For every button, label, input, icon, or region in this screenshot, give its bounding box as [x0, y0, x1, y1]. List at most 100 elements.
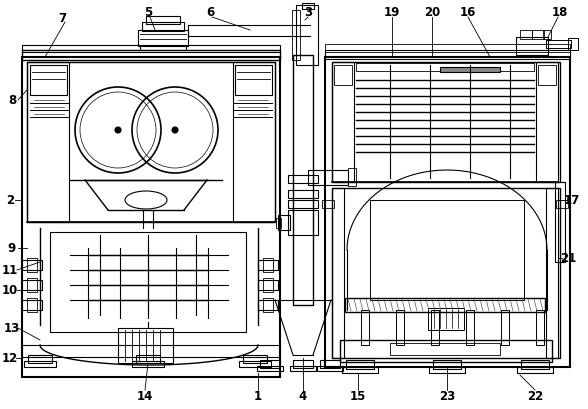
Text: 18: 18: [552, 5, 568, 18]
Bar: [340, 340, 552, 362]
Text: 10: 10: [2, 283, 18, 297]
Text: 20: 20: [424, 5, 440, 18]
Bar: [296, 5, 318, 65]
Bar: [538, 65, 556, 85]
Bar: [466, 310, 474, 345]
Bar: [293, 360, 313, 368]
Text: 14: 14: [137, 391, 153, 404]
Bar: [396, 310, 404, 345]
Bar: [288, 175, 318, 183]
Bar: [276, 218, 281, 228]
Bar: [146, 16, 180, 24]
Bar: [50, 232, 246, 332]
Text: 16: 16: [460, 5, 476, 18]
Bar: [263, 278, 273, 292]
Text: 8: 8: [8, 94, 16, 106]
Bar: [235, 65, 272, 95]
Bar: [556, 200, 568, 208]
Bar: [258, 260, 278, 270]
Bar: [543, 30, 551, 39]
Bar: [239, 361, 271, 367]
Text: 2: 2: [6, 193, 14, 207]
Text: 13: 13: [4, 321, 20, 335]
Bar: [440, 67, 500, 72]
Bar: [332, 188, 344, 358]
Bar: [521, 360, 549, 369]
Bar: [501, 310, 509, 345]
Circle shape: [172, 127, 178, 133]
Bar: [243, 355, 267, 363]
Bar: [27, 62, 275, 222]
Bar: [263, 298, 273, 312]
Bar: [22, 45, 280, 52]
Bar: [263, 258, 273, 272]
Bar: [27, 298, 37, 312]
Bar: [278, 215, 290, 230]
Bar: [258, 300, 278, 310]
Bar: [516, 37, 548, 55]
Bar: [260, 360, 280, 368]
Text: 19: 19: [384, 5, 400, 18]
Bar: [431, 310, 439, 345]
Text: 6: 6: [206, 5, 214, 18]
Bar: [520, 30, 532, 39]
Bar: [136, 355, 160, 363]
Bar: [342, 367, 378, 373]
Bar: [320, 360, 340, 368]
Bar: [142, 22, 184, 31]
Bar: [257, 366, 283, 371]
Bar: [332, 62, 354, 182]
Bar: [428, 308, 464, 330]
Bar: [22, 345, 280, 357]
Text: 21: 21: [560, 252, 576, 265]
Bar: [517, 367, 553, 373]
Text: 9: 9: [8, 241, 16, 254]
Circle shape: [115, 127, 121, 133]
Bar: [356, 63, 534, 71]
Bar: [27, 62, 69, 222]
Bar: [346, 360, 374, 369]
Text: 5: 5: [144, 5, 152, 18]
Bar: [433, 360, 461, 369]
Bar: [22, 280, 42, 290]
Text: 23: 23: [439, 391, 455, 404]
Bar: [22, 260, 42, 270]
Bar: [532, 30, 544, 39]
Text: 11: 11: [2, 263, 18, 276]
Bar: [325, 50, 570, 59]
Bar: [302, 3, 314, 9]
Bar: [22, 50, 280, 60]
Bar: [345, 298, 545, 312]
Bar: [292, 10, 300, 60]
Text: 15: 15: [350, 391, 366, 404]
Bar: [546, 40, 571, 48]
Text: 4: 4: [299, 391, 307, 404]
Bar: [332, 62, 560, 182]
Bar: [233, 62, 275, 222]
Bar: [546, 188, 558, 358]
Bar: [555, 182, 565, 262]
Bar: [390, 343, 500, 355]
Bar: [288, 200, 318, 208]
Text: 17: 17: [564, 193, 580, 207]
Bar: [24, 361, 56, 367]
Bar: [27, 258, 37, 272]
Text: 1: 1: [254, 391, 262, 404]
Bar: [334, 65, 352, 85]
Text: 7: 7: [58, 11, 66, 25]
Text: 22: 22: [527, 391, 543, 404]
Text: 12: 12: [2, 351, 18, 364]
Bar: [370, 200, 524, 300]
Bar: [536, 310, 544, 345]
Bar: [332, 188, 560, 358]
Bar: [325, 44, 570, 52]
Text: 3: 3: [304, 5, 312, 18]
Bar: [132, 361, 164, 367]
Bar: [288, 190, 318, 198]
Bar: [348, 168, 356, 186]
Bar: [290, 366, 316, 371]
Bar: [317, 366, 343, 371]
Bar: [30, 65, 67, 95]
Bar: [288, 210, 318, 235]
Bar: [361, 310, 369, 345]
